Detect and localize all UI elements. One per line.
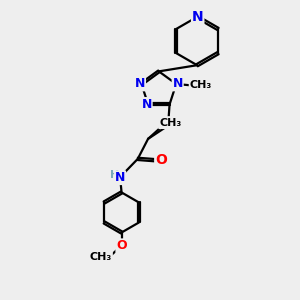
Text: N: N [172,77,183,91]
Text: N: N [192,10,203,24]
Text: H: H [110,170,119,180]
Text: CH₃: CH₃ [159,118,181,128]
Text: N: N [115,171,125,184]
Text: CH₃: CH₃ [190,80,212,91]
Text: O: O [116,239,127,252]
Text: S: S [167,117,177,131]
Text: N: N [135,77,145,91]
Text: CH₃: CH₃ [90,252,112,262]
Text: O: O [155,153,167,167]
Text: N: N [141,98,152,111]
